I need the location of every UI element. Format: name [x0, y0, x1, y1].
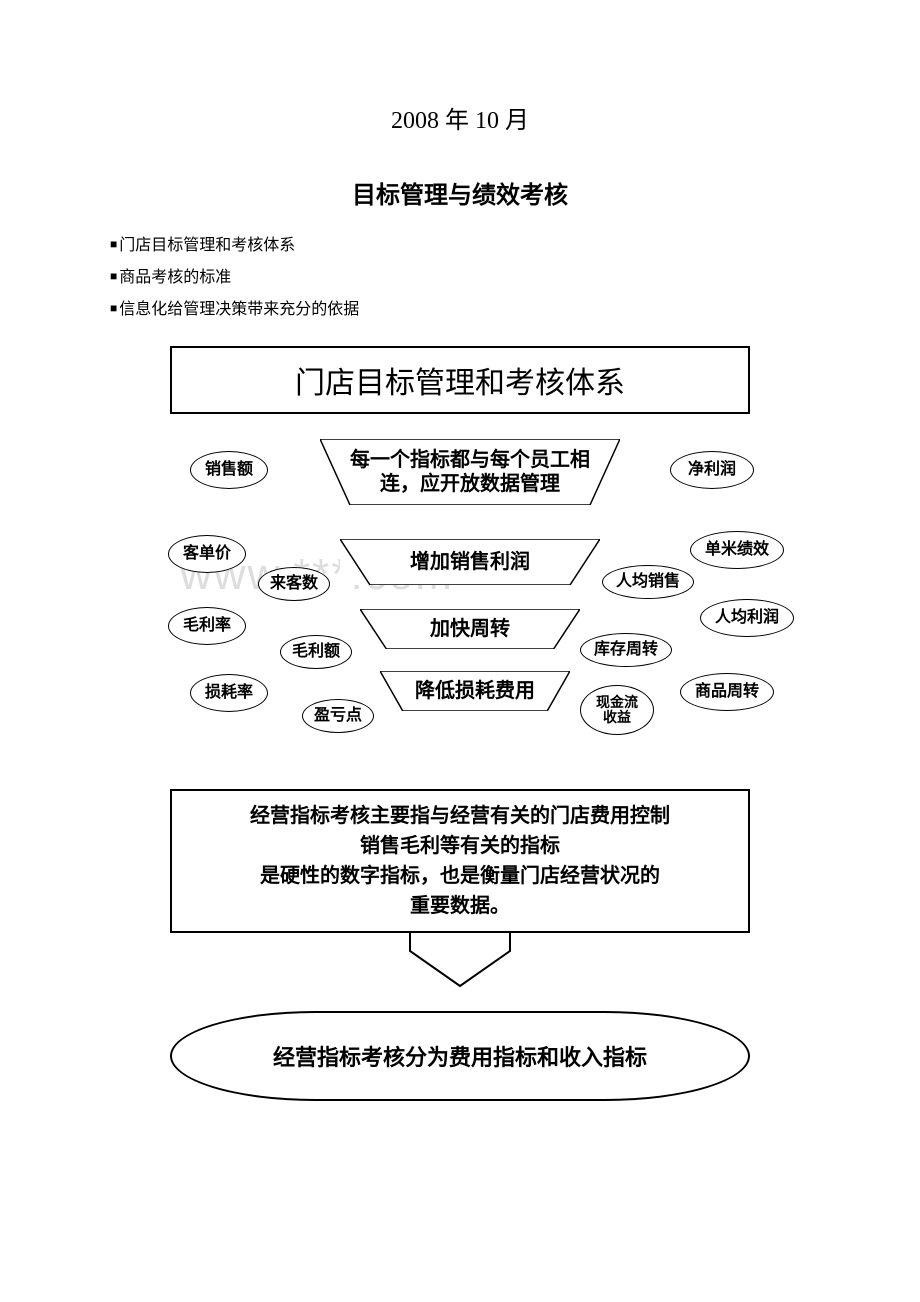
document-page: 2008 年 10 月 目标管理与绩效考核 门店目标管理和考核体系 商品考核的标… — [110, 100, 810, 1101]
funnel-step-2: 加快周转 — [360, 609, 580, 649]
metric-oval-left: 损耗率 — [190, 674, 268, 712]
metric-oval-left: 盈亏点 — [302, 699, 374, 733]
description-line: 经营指标考核主要指与经营有关的门店费用控制 — [192, 801, 728, 831]
metric-oval-right: 单米绩效 — [690, 531, 784, 569]
metric-oval-right: 库存周转 — [580, 633, 672, 667]
bullet-item: 门店目标管理和考核体系 — [110, 230, 810, 262]
metric-oval-left: 毛利额 — [280, 635, 352, 669]
funnel-step-label: 增加销售利润 — [340, 539, 600, 585]
metric-oval-right: 人均利润 — [700, 599, 794, 637]
bullet-item: 信息化给管理决策带来充分的依据 — [110, 294, 810, 326]
funnel-step-1: 增加销售利润 — [340, 539, 600, 585]
funnel-step-label: 加快周转 — [360, 609, 580, 649]
bullet-item: 商品考核的标准 — [110, 262, 810, 294]
metric-oval-left: 毛利率 — [168, 607, 246, 645]
section-title-box: 门店目标管理和考核体系 — [170, 346, 750, 414]
metric-oval-left: 来客数 — [258, 567, 330, 601]
metric-oval-right: 人均销售 — [602, 565, 694, 599]
funnel-step-3: 降低损耗费用 — [380, 671, 570, 711]
document-title: 目标管理与绩效考核 — [110, 175, 810, 210]
metric-oval-right: 净利润 — [670, 451, 754, 489]
metrics-diagram: 每一个指标都与每个员工相连，应开放数据管理 增加销售利润 加快周转 降低损耗费用… — [110, 439, 810, 759]
funnel-step-label: 每一个指标都与每个员工相连，应开放数据管理 — [320, 439, 620, 505]
description-line: 销售毛利等有关的指标 — [192, 831, 728, 861]
down-arrow-icon — [400, 931, 520, 991]
description-box: 经营指标考核主要指与经营有关的门店费用控制 销售毛利等有关的指标 是硬性的数字指… — [170, 789, 750, 933]
metric-oval-left: 客单价 — [168, 535, 246, 573]
funnel-step-label: 降低损耗费用 — [380, 671, 570, 711]
description-line: 是硬性的数字指标，也是衡量门店经营状况的 — [192, 861, 728, 891]
metric-oval-right: 商品周转 — [680, 673, 774, 711]
document-date: 2008 年 10 月 — [110, 100, 810, 135]
metric-oval-left: 销售额 — [190, 451, 268, 489]
metric-oval-right: 现金流 收益 — [580, 685, 654, 735]
description-line: 重要数据。 — [192, 891, 728, 921]
conclusion-oval: 经营指标考核分为费用指标和收入指标 — [170, 1011, 750, 1101]
funnel-step-0: 每一个指标都与每个员工相连，应开放数据管理 — [320, 439, 620, 505]
bullet-list: 门店目标管理和考核体系 商品考核的标准 信息化给管理决策带来充分的依据 — [110, 230, 810, 326]
